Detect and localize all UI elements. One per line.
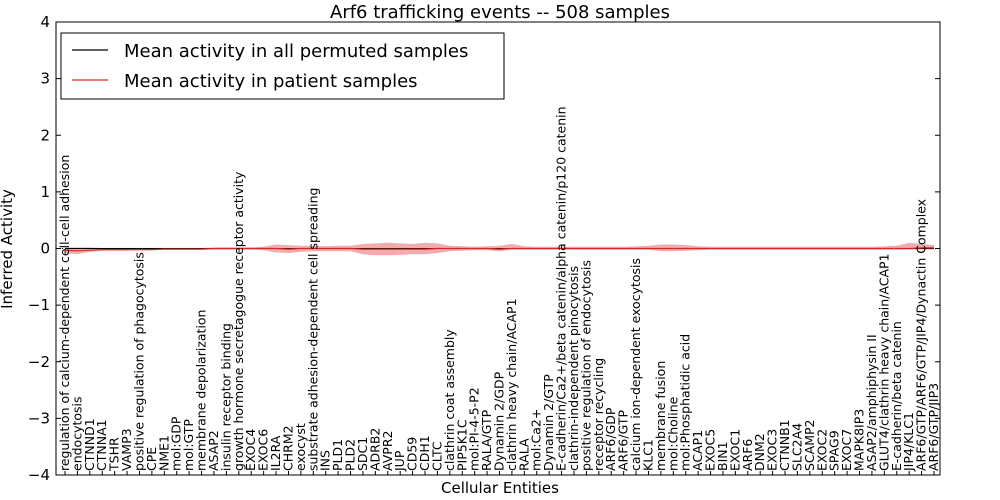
category-label: CTNND1 <box>82 418 97 471</box>
category-label: mol:GTP <box>181 419 196 471</box>
chart-title: Arf6 trafficking events -- 508 samples <box>330 2 670 23</box>
category-label: GLUT4/clathrin heavy chain/ACAP1 <box>876 253 891 471</box>
category-label: ASAP2 <box>206 430 221 471</box>
category-label: substrate adhesion-dependent cell spread… <box>305 188 320 471</box>
category-label: growth hormone secretagogue receptor act… <box>231 171 246 471</box>
category-label: SDC1 <box>355 437 370 471</box>
category-label: SCAMP2 <box>802 420 817 472</box>
category-label: EXOC5 <box>703 429 718 471</box>
category-label: mol:Phosphatidic acid <box>678 334 693 471</box>
category-label: RALA <box>516 438 531 471</box>
category-label: TSHR <box>107 437 122 472</box>
category-label: exocyst <box>293 423 308 471</box>
category-label: AVPR2 <box>380 431 395 471</box>
category-label: PLD2 <box>343 439 358 471</box>
series-line-patient <box>64 247 934 252</box>
y-axis-label: Inferred Activity <box>0 189 16 309</box>
category-label: KLC1 <box>641 439 656 471</box>
category-label: clathrin coat assembly <box>442 329 457 471</box>
category-label: ASAP2/amphiphysin II <box>864 334 879 471</box>
category-label: INS <box>318 450 333 471</box>
category-label: CD59 <box>405 437 420 471</box>
y-tick-label: −4 <box>28 466 50 484</box>
category-label: CHRM2 <box>281 425 296 471</box>
category-label: clathrin heavy chain/ACAP1 <box>504 298 519 471</box>
category-label: clathrin-independent pinocytosis <box>566 266 581 471</box>
plot-frame <box>55 21 941 476</box>
category-label: membrane fusion <box>653 361 668 471</box>
category-label: NME1 <box>156 435 171 471</box>
category-label: BIN1 <box>715 441 730 471</box>
category-labels: regulation of calcium-dependent cell-cel… <box>57 106 941 475</box>
category-label: ARF6/GTP <box>616 410 631 471</box>
category-label: mol:GDP <box>169 416 184 471</box>
x-axis-label: Cellular Entities <box>441 479 559 497</box>
category-label: PIP5K1C <box>454 419 469 471</box>
category-label: membrane depolarization <box>194 310 209 471</box>
y-tick-label: −2 <box>28 353 50 371</box>
category-label: IL2RA <box>268 435 283 471</box>
category-label: positive regulation of endocytosis <box>578 260 593 471</box>
category-label: regulation of calcium-dependent cell-cel… <box>57 155 72 471</box>
category-label: EXOC2 <box>814 429 829 471</box>
category-label: MAPK8IP3 <box>852 409 867 471</box>
y-tick-label: 4 <box>40 13 50 31</box>
category-label: E-cadherin/beta catenin <box>889 321 904 471</box>
category-label: VAMP3 <box>119 428 134 471</box>
category-label: EXOC1 <box>727 429 742 471</box>
y-tick-label: −1 <box>28 296 50 314</box>
category-label: ADRB2 <box>367 428 382 471</box>
category-label: SPAG9 <box>827 430 842 471</box>
category-label: ARF6/GTP/ARF6/GTP/JIP4/Dynactin Complex <box>914 199 929 471</box>
category-label: EXOC6 <box>256 429 271 471</box>
y-tick-label: 0 <box>40 240 50 258</box>
y-tick-label: 3 <box>40 70 50 88</box>
legend: Mean activity in all permuted samples Me… <box>60 32 505 100</box>
category-label: PLD1 <box>330 439 345 471</box>
category-label: endocytosis <box>69 396 84 471</box>
category-label: CTNNB1 <box>777 419 792 471</box>
category-label: DNM2 <box>752 433 767 471</box>
category-label: positive regulation of phagocytosis <box>132 252 147 471</box>
category-label: ARF6 <box>740 439 755 471</box>
legend-label-patient: Mean activity in patient samples <box>124 71 418 92</box>
legend-box <box>60 32 505 100</box>
category-label: ARF6/GTP/JIP3 <box>926 383 941 471</box>
category-label: EXOC7 <box>839 429 854 471</box>
category-label: JIP4/KLC1 <box>901 412 916 472</box>
category-label: mol:Choline <box>665 396 680 471</box>
category-label: receptor recycling <box>591 358 606 471</box>
category-label: Dynamin 2/GDP <box>492 371 507 471</box>
category-label: ACAP1 <box>690 430 705 471</box>
category-label: RALA/GTP <box>479 409 494 471</box>
category-label: calcium ion-dependent exocytosis <box>628 258 643 471</box>
category-label: Dynamin 2/GTP <box>541 374 556 471</box>
category-label: EXOC4 <box>243 429 258 471</box>
y-tick-label: 1 <box>40 183 50 201</box>
category-label: CPE <box>144 447 159 471</box>
category-label: mol:Ca2+ <box>529 409 544 471</box>
category-label: SLC2A4 <box>789 423 804 471</box>
category-label: mol:PI-4-5-P2 <box>467 387 482 471</box>
category-label: EXOC3 <box>765 429 780 471</box>
category-label: ARF6/GDP <box>603 407 618 471</box>
plot-area <box>56 242 940 256</box>
y-tick-label: 2 <box>40 126 50 144</box>
category-label: CDH1 <box>417 435 432 471</box>
category-label: E-cadherin/Ca2+/beta catenin/alpha caten… <box>554 106 569 471</box>
category-label: CLTC <box>429 441 444 471</box>
category-label: JUP <box>392 450 407 472</box>
category-label: CTNNA1 <box>94 419 109 471</box>
category-label: insulin receptor binding <box>218 323 233 471</box>
y-tick-label: −3 <box>28 409 50 427</box>
legend-label-permuted: Mean activity in all permuted samples <box>124 41 468 62</box>
